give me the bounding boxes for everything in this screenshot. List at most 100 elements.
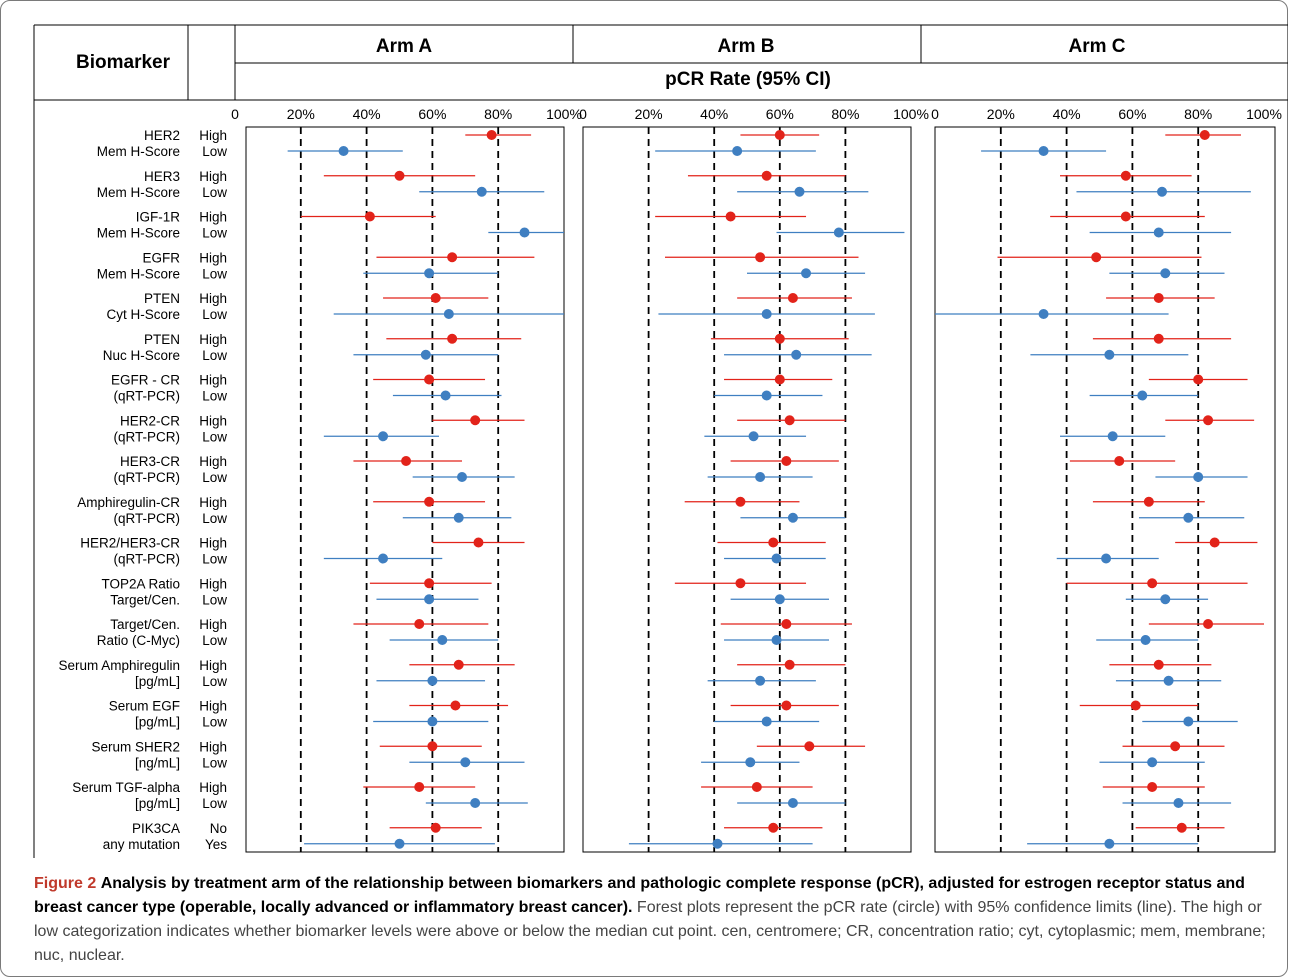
level-label: Low	[202, 511, 227, 526]
biomarker-sublabel: [pg/mL]	[135, 674, 180, 689]
pcr-point	[1173, 798, 1184, 808]
level-label: Low	[202, 389, 227, 404]
pcr-point	[1147, 782, 1158, 792]
pcr-point	[1120, 170, 1131, 181]
pcr-point	[784, 415, 795, 426]
pcr-point	[460, 757, 471, 768]
level-label: High	[199, 128, 227, 143]
pcr-point	[1140, 635, 1151, 645]
x-tick-label: 40%	[1053, 106, 1081, 122]
biomarker-sublabel: [ng/mL]	[135, 755, 180, 770]
level-label: Low	[202, 715, 227, 730]
level-label: High	[199, 169, 227, 184]
table-grid	[33, 24, 1288, 858]
pcr-point	[748, 431, 759, 442]
pcr-point	[437, 635, 448, 645]
x-tick-label: 100%	[1246, 106, 1282, 122]
pcr-point	[1183, 716, 1194, 727]
level-label: Low	[202, 470, 227, 485]
pcr-point	[787, 798, 798, 808]
level-label: High	[199, 536, 227, 551]
pcr-point	[420, 349, 431, 360]
pcr-point	[430, 822, 441, 833]
pcr-point	[801, 268, 812, 279]
pcr-point	[1203, 619, 1214, 629]
pcr-point	[1038, 309, 1049, 319]
pcr-point	[761, 170, 772, 181]
biomarker-sublabel: (qRT-PCR)	[113, 552, 180, 567]
pcr-point	[787, 293, 798, 303]
level-label: Low	[202, 144, 227, 159]
figure-caption: Figure 2 Analysis by treatment arm of th…	[34, 872, 1274, 968]
pcr-point	[427, 716, 438, 727]
pcr-point	[473, 537, 484, 548]
pcr-point	[457, 472, 468, 482]
pcr-point	[1107, 431, 1118, 442]
pcr-point	[486, 130, 497, 140]
biomarker-label: HER2-CR	[120, 413, 180, 428]
biomarker-label: PTEN	[144, 291, 180, 306]
pcr-point	[427, 741, 438, 752]
biomarker-label: EGFR	[142, 250, 180, 265]
panel-box	[582, 126, 912, 853]
pcr-rate-header: pCR Rate (95% CI)	[665, 69, 831, 90]
biomarker-sublabel: (qRT-PCR)	[113, 511, 180, 526]
pcr-point	[774, 130, 785, 140]
pcr-point	[1160, 268, 1171, 279]
pcr-point	[1170, 741, 1181, 752]
pcr-point	[1101, 553, 1112, 564]
forest-plot-figure: Biomarker Arm A Arm B Arm C pCR Rate (95…	[33, 24, 1288, 858]
pcr-point	[784, 659, 795, 670]
level-label: Low	[202, 633, 227, 648]
biomarker-sublabel: any mutation	[103, 837, 180, 852]
biomarker-label: IGF-1R	[136, 210, 181, 225]
pcr-point	[735, 578, 746, 589]
pcr-point	[774, 374, 785, 385]
biomarker-label: TOP2A Ratio	[101, 576, 180, 591]
biomarker-label: Serum Amphiregulin	[58, 658, 180, 673]
x-tick-label: 40%	[353, 106, 381, 122]
biomarker-label: Serum SHER2	[91, 739, 180, 754]
x-tick-label: 0	[231, 106, 239, 122]
pcr-point	[443, 309, 454, 319]
pcr-point	[768, 537, 779, 548]
pcr-point	[424, 496, 435, 507]
biomarker-sublabel: Nuc H-Score	[103, 348, 180, 363]
pcr-point	[378, 431, 389, 442]
x-tick-label: 60%	[418, 106, 446, 122]
x-tick-label: 80%	[484, 106, 512, 122]
pcr-point	[1153, 293, 1164, 303]
x-tick-label: 80%	[831, 106, 859, 122]
level-label: Low	[202, 348, 227, 363]
biomarker-sublabel: [pg/mL]	[135, 796, 180, 811]
level-label: High	[199, 576, 227, 591]
pcr-point	[755, 472, 766, 482]
level-label: High	[199, 454, 227, 469]
biomarker-sublabel: Cyt H-Score	[106, 307, 180, 322]
biomarker-sublabel: Ratio (C-Myc)	[97, 633, 180, 648]
pcr-point	[424, 268, 435, 279]
arm-a-header: Arm A	[376, 36, 433, 57]
level-label: Low	[202, 307, 227, 322]
level-label: Low	[202, 185, 227, 200]
pcr-point	[725, 211, 736, 222]
level-label: High	[199, 699, 227, 714]
pcr-point	[804, 741, 815, 752]
pcr-point	[1143, 496, 1154, 507]
pcr-point	[732, 146, 743, 156]
panel-arm-b: 0 20% 40% 60% 80% 100%	[579, 106, 929, 853]
pcr-point	[424, 594, 435, 605]
panel-box	[934, 126, 1276, 853]
biomarker-label: HER2/HER3-CR	[80, 536, 180, 551]
biomarker-label: HER2	[144, 128, 180, 143]
pcr-point	[794, 186, 805, 197]
pcr-point	[781, 700, 792, 711]
x-tick-label: 100%	[893, 106, 929, 122]
level-label: High	[199, 332, 227, 347]
x-tick-label: 100%	[546, 106, 582, 122]
biomarker-label: HER3	[144, 169, 180, 184]
x-tick-label: 20%	[987, 106, 1015, 122]
pcr-point	[453, 659, 464, 670]
biomarker-label: Serum EGF	[109, 699, 180, 714]
